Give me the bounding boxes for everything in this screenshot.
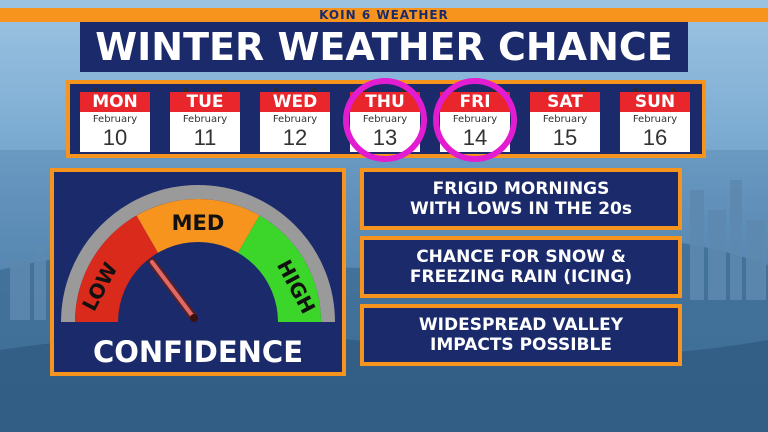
calendar-date: 10 [102,125,128,150]
info-box-1-line-1: FRIGID MORNINGS [432,179,610,199]
confidence-gauge: MED LOW HIGH [61,185,335,323]
brand-bar: KOIN 6 WEATHER [0,8,768,22]
highlight-circle-thu [343,78,427,162]
calendar-month: February [92,114,138,125]
calendar-day-tue: TUE February 11 [170,88,240,152]
calendar-day-body: February 12 [260,112,330,152]
calendar-day-wed: WED February 12 [260,88,330,152]
calendar-day-name: WED [260,92,330,112]
confidence-gauge-inner: MED LOW HIGH CONFIDENCE [54,172,342,372]
confidence-gauge-panel: MED LOW HIGH CONFIDENCE [50,168,346,376]
calendar-month: February [182,114,228,125]
calendar-date: 12 [282,125,308,150]
calendar-day-name: TUE [170,92,240,112]
calendar-day-body: February 16 [620,112,690,152]
info-box-2-line-2: FREEZING RAIN (ICING) [409,267,633,287]
calendar-day-name: SAT [530,92,600,112]
gauge-center [118,242,278,322]
info-box-1-line-2: WITH LOWS IN THE 20s [409,199,632,219]
info-box-1: FRIGID MORNINGS WITH LOWS IN THE 20s [360,168,682,230]
calendar-day-name: MON [80,92,150,112]
calendar-day-name: SUN [620,92,690,112]
calendar-date: 11 [193,125,217,150]
info-box-2: CHANCE FOR SNOW & FREEZING RAIN (ICING) [360,236,682,298]
brand-label: KOIN 6 WEATHER [319,8,449,22]
gauge-caption: CONFIDENCE [92,335,304,369]
calendar-day-body: February 10 [80,112,150,152]
calendar-day-body: February 15 [530,112,600,152]
info-box-3: WIDESPREAD VALLEY IMPACTS POSSIBLE [360,304,682,366]
info-box-3-line-1: WIDESPREAD VALLEY [418,315,624,335]
gauge-rim [61,185,335,323]
calendar-day-sat: SAT February 15 [530,88,600,152]
calendar-month: February [272,114,318,125]
gauge-label-med: MED [172,211,225,235]
highlight-circle-fri [433,78,517,162]
info-box-2-line-1: CHANCE FOR SNOW & [416,247,626,267]
page-title: WINTER WEATHER CHANCE [95,25,673,69]
gauge-needle [148,258,198,322]
calendar-date: 16 [642,125,668,150]
calendar-day-sun: SUN February 16 [620,88,690,152]
calendar-month: February [632,114,678,125]
info-box-3-line-2: IMPACTS POSSIBLE [430,335,612,355]
calendar-date: 15 [552,125,578,150]
title-banner: WINTER WEATHER CHANCE [80,22,688,72]
calendar-day-mon: MON February 10 [80,88,150,152]
calendar-day-body: February 11 [170,112,240,152]
calendar-month: February [542,114,588,125]
